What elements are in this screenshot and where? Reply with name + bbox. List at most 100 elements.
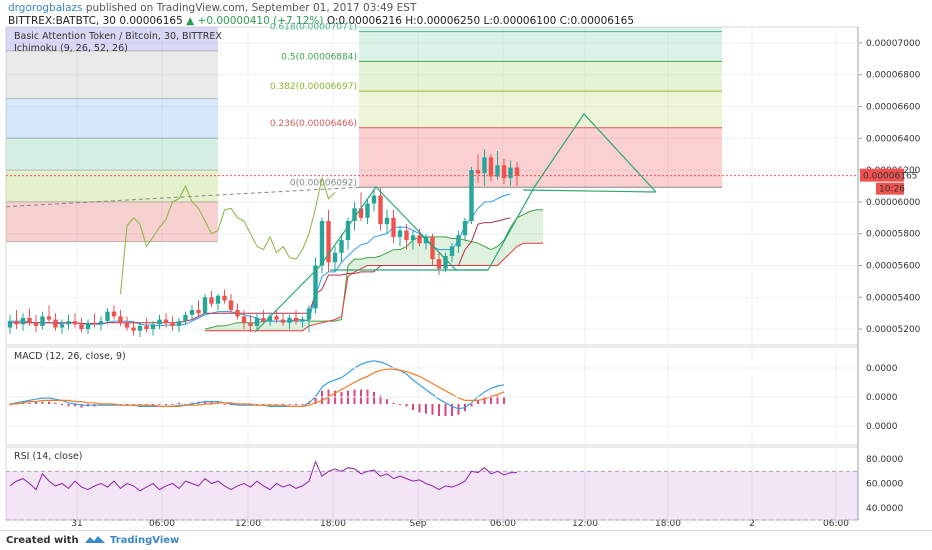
candle-up xyxy=(410,235,416,241)
candle-down xyxy=(274,316,279,320)
candle-up xyxy=(423,236,429,244)
candle-down xyxy=(111,311,117,317)
candle-up xyxy=(98,321,104,325)
fib-trend-dashed xyxy=(5,186,360,208)
candle-up xyxy=(176,321,182,326)
macd-y-tick-label: 0.0000 xyxy=(866,422,898,432)
candle-down xyxy=(170,322,175,326)
rsi-pane-title: RSI (14, close) xyxy=(14,451,82,462)
created-with-label: Created with xyxy=(6,535,79,546)
candle-down xyxy=(72,321,78,325)
candle-up xyxy=(189,310,195,315)
x-tick-label: 18:00 xyxy=(320,519,346,529)
candle-up xyxy=(332,252,338,263)
candle-up xyxy=(508,167,513,179)
candle-up xyxy=(59,324,65,328)
candle-down xyxy=(417,235,422,244)
drawn-pattern-neck xyxy=(522,189,657,193)
candle-up xyxy=(85,322,91,330)
candle-down xyxy=(378,195,383,225)
candle-down xyxy=(235,310,240,317)
tradingview-brand[interactable]: TradingView xyxy=(110,535,180,546)
candle-down xyxy=(430,236,435,260)
candle-up xyxy=(105,311,110,322)
candle-up xyxy=(313,265,318,309)
rsi-y-tick-label: 60.0000 xyxy=(866,480,903,490)
macd-signal-line xyxy=(10,368,505,407)
candle-down xyxy=(163,319,169,323)
candle-down xyxy=(14,321,19,325)
candle-up xyxy=(20,317,26,325)
pane-frame xyxy=(5,346,859,446)
candle-up xyxy=(40,316,45,326)
candle-down xyxy=(118,316,123,323)
x-tick-label: 06:00 xyxy=(490,519,516,529)
candle-up xyxy=(66,321,71,325)
fib-zone xyxy=(359,91,722,128)
candle-down xyxy=(53,319,58,328)
candle-down xyxy=(27,317,32,323)
pane-frame xyxy=(5,26,859,346)
fib-zone xyxy=(359,27,722,32)
last-price-tag-label: 0.00006165 xyxy=(863,172,917,182)
macd-pane-title: MACD (12, 26, close, 9) xyxy=(14,351,126,362)
candle-up xyxy=(306,308,312,320)
countdown-label: 10:26 xyxy=(879,185,905,195)
candle-down xyxy=(92,322,97,325)
fib-zone xyxy=(359,61,722,92)
rsi-band xyxy=(6,471,858,520)
candle-down xyxy=(131,327,136,331)
y-tick-label: 0.00006400 xyxy=(866,134,921,144)
candle-up xyxy=(371,195,377,204)
candle-up xyxy=(482,157,487,174)
candle-down xyxy=(209,297,214,304)
tradingview-logo-icon xyxy=(85,536,105,543)
left-fib-zone xyxy=(6,98,218,139)
chart-canvas[interactable]: 31 06:00 12:00 18:00 Sep 06:00 12:00 18:00 2 06:0… xyxy=(0,0,932,530)
macd-y-tick-label: 0.0000 xyxy=(866,393,898,403)
candle-down xyxy=(46,316,52,320)
candle-down xyxy=(261,317,266,322)
candle-down xyxy=(222,295,227,301)
symbol-label: BITTREX:BATBTC, 30 xyxy=(8,15,116,27)
author-name[interactable]: drgorogbalazs xyxy=(8,2,83,14)
x-tick-label: 06:00 xyxy=(823,519,849,529)
ichimoku-span-a xyxy=(204,209,543,330)
ohlc-values: O:0.00006216 H:0.00006250 L:0.00006100 C… xyxy=(326,15,634,27)
candle-up xyxy=(157,319,162,325)
fib-level-label: 0.236(0.00006466) xyxy=(270,119,357,129)
candle-up xyxy=(267,316,273,322)
candle-up xyxy=(345,220,351,241)
x-tick-label: 12:00 xyxy=(572,519,598,529)
x-tick-label: 31 xyxy=(71,519,82,529)
y-tick-label: 0.00005400 xyxy=(866,293,921,303)
y-tick-label: 0.00006800 xyxy=(866,71,921,81)
left-fib-zone xyxy=(6,27,218,51)
candle-up xyxy=(183,314,188,322)
candle-down xyxy=(280,319,286,323)
x-tick-label: 12:00 xyxy=(235,519,261,529)
candle-down xyxy=(33,322,39,326)
candle-down xyxy=(404,230,409,241)
price-change: ▲ +0.00000410 (+7.12%) xyxy=(186,15,324,27)
candle-up xyxy=(202,297,208,314)
x-tick-label: 2 xyxy=(749,519,755,529)
countdown-tag xyxy=(876,182,904,195)
ichimoku-chikou xyxy=(120,176,336,295)
candle-up xyxy=(397,230,403,237)
candle-down xyxy=(79,324,84,330)
pane-frame xyxy=(5,446,859,521)
candle-down xyxy=(488,157,494,177)
candle-down xyxy=(326,220,331,263)
candle-up xyxy=(365,203,370,218)
candle-down xyxy=(436,259,442,269)
candle-up xyxy=(443,255,448,269)
publish-info: drgorogbalazs published on TradingView.c… xyxy=(8,2,416,14)
last-price: 0.00006165 xyxy=(119,15,183,27)
left-fib-zone xyxy=(6,201,218,242)
candle-up xyxy=(462,220,468,236)
y-tick-label: 0.00006600 xyxy=(866,103,921,113)
candle-down xyxy=(475,170,481,174)
rsi-y-tick-label: 80.0000 xyxy=(866,455,903,465)
left-fib-zone xyxy=(6,170,218,202)
